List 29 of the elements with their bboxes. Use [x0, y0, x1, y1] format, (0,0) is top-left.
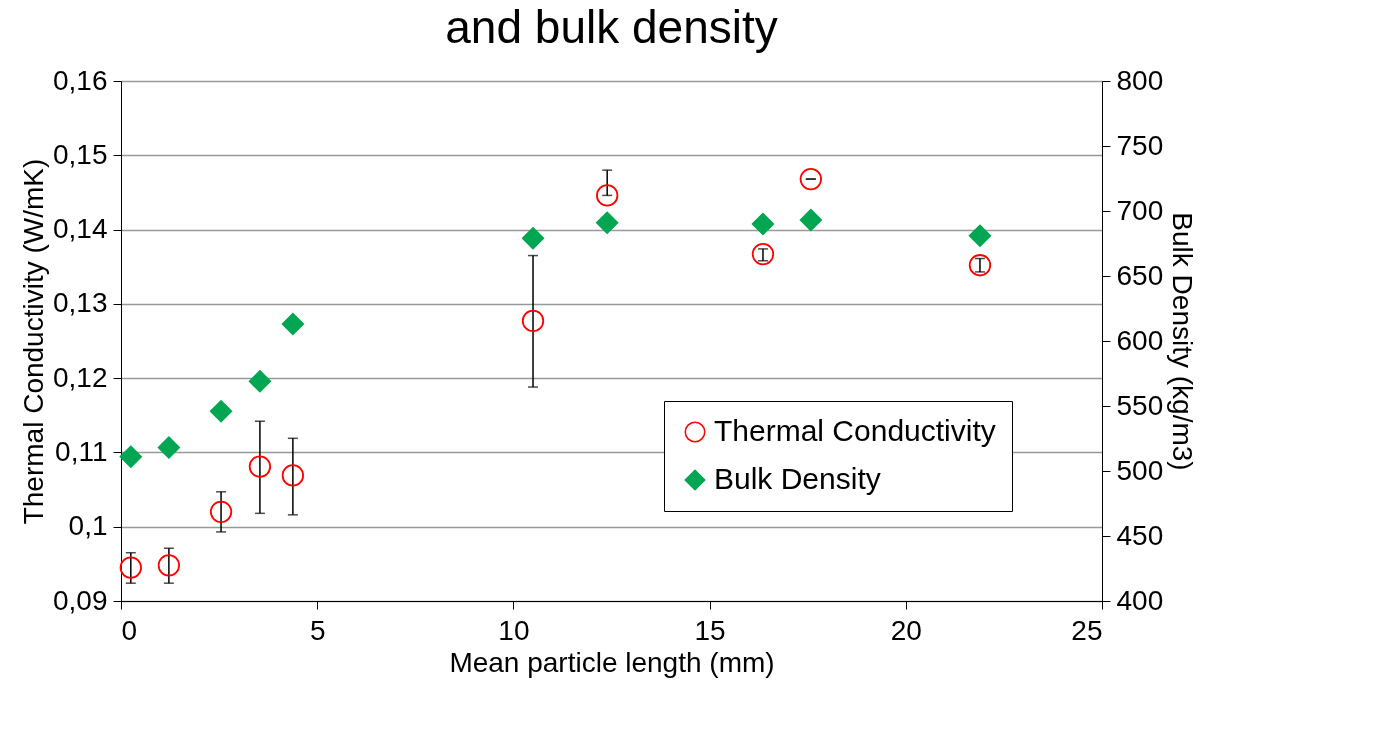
y-tick-label: 0,14 — [53, 213, 108, 245]
y2-tick-label: 800 — [1116, 64, 1164, 96]
chart-title: and bulk density — [445, 1, 778, 53]
x-tick-label: 10 — [498, 614, 530, 646]
legend-label: Bulk Density — [714, 462, 881, 495]
y-tick-label: 0,12 — [53, 361, 108, 393]
x-tick-label: 15 — [694, 614, 726, 646]
y2-tick-label: 450 — [1116, 519, 1164, 551]
y-tick-label: 0,09 — [53, 584, 108, 616]
x-axis-title: Mean particle length (mm) — [449, 646, 775, 678]
x-tick-label: 25 — [1071, 614, 1103, 646]
legend-label: Thermal Conductivity — [714, 414, 996, 447]
y2-tick-label: 700 — [1116, 194, 1164, 226]
y2-axis-title: Bulk Density (kg/m3) — [1167, 212, 1199, 471]
y2-tick-label: 400 — [1116, 584, 1164, 616]
y-tick-label: 0,15 — [53, 138, 108, 170]
y2-tick-label: 550 — [1116, 389, 1164, 421]
y-tick-label: 0,11 — [55, 435, 108, 467]
y2-tick-label: 750 — [1116, 129, 1164, 161]
x-tick-label: 5 — [309, 614, 326, 646]
y2-tick-label: 600 — [1116, 324, 1164, 356]
y2-tick-label: 500 — [1116, 454, 1164, 486]
x-tick-label: 0 — [121, 614, 138, 646]
x-tick-label: 20 — [890, 614, 922, 646]
y-tick-label: 0,16 — [53, 64, 108, 96]
y-axis-title: Thermal Conductivity (W/mK) — [18, 158, 49, 525]
y-tick-label: 0,13 — [53, 287, 108, 319]
y-tick-label: 0,1 — [68, 510, 108, 542]
y2-tick-label: 650 — [1116, 259, 1164, 291]
